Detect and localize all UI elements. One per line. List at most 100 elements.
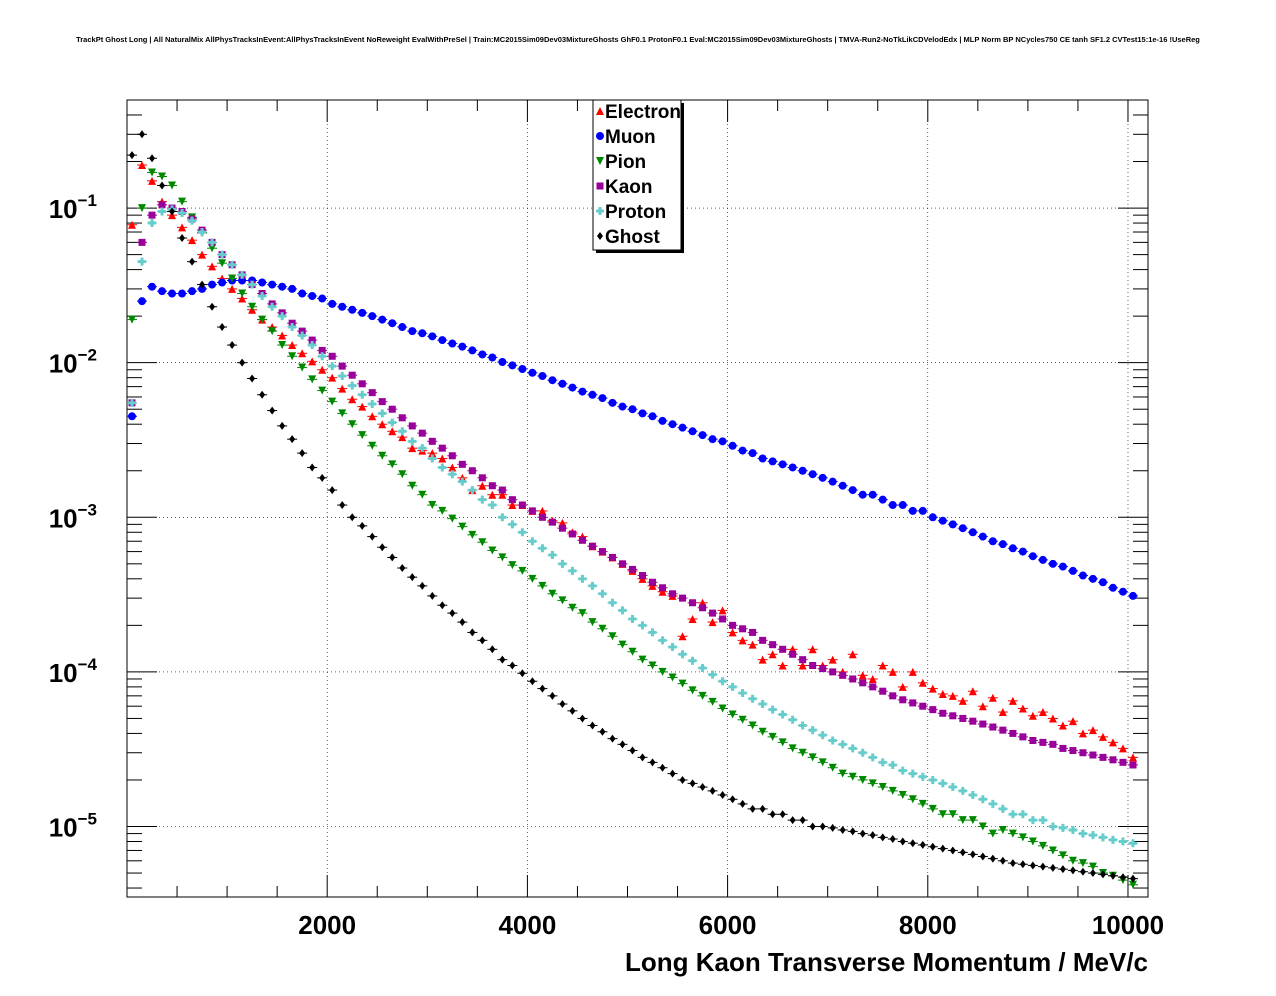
data-point-kaon (558, 524, 566, 532)
data-point-proton (418, 444, 427, 453)
data-point-proton (408, 437, 417, 446)
data-point-muon (898, 501, 907, 510)
data-point-kaon (338, 362, 346, 370)
data-point-pion (1048, 846, 1057, 855)
data-point-proton (388, 418, 397, 427)
data-point-muon (1128, 591, 1137, 600)
data-point-muon (768, 457, 777, 466)
data-point-proton (1078, 829, 1087, 838)
data-point-kaon (508, 496, 516, 504)
data-point-electron (428, 449, 437, 458)
data-point-ghost (299, 449, 306, 458)
data-point-electron (378, 420, 387, 429)
data-point-pion (668, 673, 677, 682)
data-point-muon (238, 276, 247, 285)
data-point-electron (368, 412, 377, 421)
data-point-ghost (1129, 874, 1136, 883)
data-point-kaon (759, 636, 767, 644)
data-point-pion (658, 667, 667, 676)
data-point-proton (718, 677, 727, 686)
data-point-kaon (328, 352, 336, 360)
data-point-kaon (1049, 740, 1057, 748)
data-point-ghost (229, 341, 236, 350)
data-point-electron (688, 614, 697, 623)
data-point-electron (278, 331, 287, 340)
data-point-pion (578, 609, 587, 618)
data-point-muon (578, 387, 587, 396)
data-point-ghost (1019, 860, 1026, 869)
data-point-kaon (859, 679, 867, 687)
data-point-pion (178, 197, 187, 206)
data-point-pion (428, 501, 437, 510)
data-point-electron (878, 661, 887, 670)
series-pion (127, 168, 1138, 889)
data-point-muon (638, 409, 647, 418)
data-point-pion (798, 748, 807, 757)
data-point-proton (798, 721, 807, 730)
data-point-muon (978, 532, 987, 541)
legend-marker-kaon (596, 182, 604, 190)
data-point-muon (628, 405, 637, 414)
data-point-proton (438, 463, 447, 472)
data-point-muon (308, 291, 317, 300)
data-point-kaon (528, 507, 536, 515)
data-point-kaon (699, 604, 707, 612)
data-point-electron (398, 433, 407, 442)
data-point-pion (148, 168, 157, 177)
data-point-ghost (419, 581, 426, 590)
data-point-muon (298, 289, 307, 298)
data-point-proton (398, 427, 407, 436)
data-point-proton (558, 559, 567, 568)
data-point-ghost (1069, 866, 1076, 875)
data-point-ghost (759, 804, 766, 813)
data-point-muon (808, 470, 817, 479)
data-point-electron (478, 481, 487, 490)
data-point-kaon (448, 452, 456, 460)
data-point-proton (918, 772, 927, 781)
data-point-kaon (889, 692, 897, 700)
series-muon (127, 276, 1138, 600)
data-point-electron (208, 262, 217, 271)
data-point-pion (1038, 841, 1047, 850)
data-point-kaon (999, 726, 1007, 734)
data-point-muon (408, 327, 417, 336)
data-point-pion (528, 574, 537, 583)
data-point-muon (158, 287, 167, 296)
data-point-ghost (279, 421, 286, 430)
data-point-kaon (438, 444, 446, 452)
data-point-electron (308, 357, 317, 366)
data-point-electron (798, 661, 807, 670)
data-point-pion (348, 420, 357, 429)
data-point-proton (1018, 810, 1027, 819)
data-point-pion (628, 647, 637, 656)
data-point-pion (848, 772, 857, 781)
data-point-pion (678, 679, 687, 688)
data-point-kaon (568, 530, 576, 538)
legend-marker-pion (596, 157, 604, 165)
data-point-ghost (1039, 862, 1046, 871)
data-point-pion (788, 744, 797, 753)
data-point-pion (778, 738, 787, 747)
data-point-muon (948, 520, 957, 529)
data-point-kaon (388, 405, 396, 413)
data-point-ghost (729, 795, 736, 804)
data-point-pion (1068, 856, 1077, 865)
data-point-pion (908, 795, 917, 804)
data-point-electron (538, 506, 547, 515)
data-point-ghost (1099, 870, 1106, 879)
data-point-pion (278, 341, 287, 350)
data-point-ghost (429, 591, 436, 600)
data-point-proton (538, 544, 547, 553)
data-point-kaon (779, 645, 787, 653)
legend-marker-muon (596, 132, 604, 140)
data-point-ghost (859, 829, 866, 838)
data-point-muon (448, 339, 457, 348)
data-point-muon (938, 516, 947, 525)
data-point-kaon (138, 238, 146, 246)
data-point-pion (338, 409, 347, 418)
data-point-electron (978, 702, 987, 711)
data-point-proton (898, 766, 907, 775)
data-point-proton (568, 566, 577, 575)
data-point-electron (928, 684, 937, 693)
data-point-ghost (369, 532, 376, 541)
